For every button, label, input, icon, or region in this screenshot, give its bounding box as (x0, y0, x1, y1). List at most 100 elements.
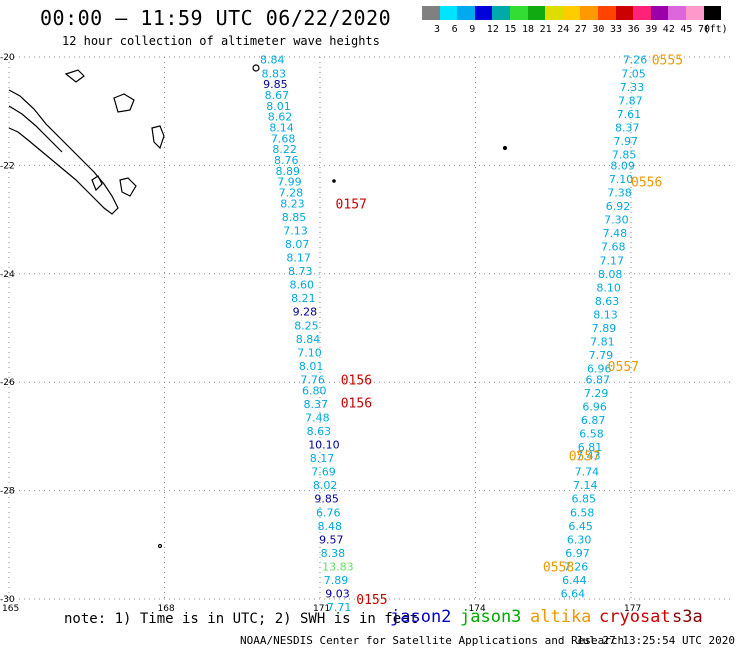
lon-tick-label: 171 (313, 604, 330, 614)
color-legend-label: 30 (592, 24, 605, 35)
satellite-legend-altika: altika (530, 607, 592, 627)
wave-height-west: 7.28 (279, 187, 304, 200)
wave-height-east: 7.68 (601, 241, 626, 254)
wave-height-east: 8.08 (598, 268, 623, 281)
color-legend-swatch (422, 6, 440, 20)
wave-height-east: 7.30 (604, 214, 629, 227)
pass-time-altika: 0557 (569, 449, 600, 464)
page-title: 00:00 — 11:59 UTC 06/22/2020 (40, 6, 392, 30)
lat-tick-label: -30 (0, 595, 15, 605)
color-legend-swatch (598, 6, 616, 20)
pass-time-altika: 0557 (608, 360, 639, 375)
wave-height-west: 8.23 (280, 197, 305, 210)
coastline-isle-5 (91, 175, 103, 192)
pass-time-labels: 0157 0156 0156 0155 0555 0556 0557 0557 0558 (336, 54, 683, 608)
color-legend-swatch (457, 6, 475, 20)
wave-height-east: 7.26 (564, 560, 589, 573)
color-legend-label: 33 (610, 24, 623, 35)
wave-height-east: 6.58 (579, 428, 604, 441)
wave-height-west: 7.71 (327, 601, 352, 614)
satellite-legend-s3a: s3a (672, 607, 703, 627)
color-legend-swatch (650, 6, 669, 20)
color-legend-label: 9 (469, 24, 476, 35)
wave-height-west: 7.13 (283, 224, 308, 237)
footnote: note: 1) Time is in UTC; 2) SWH is in fe… (64, 611, 419, 627)
wave-height-east: 7.79 (589, 349, 614, 362)
color-legend-label: 6 (451, 24, 458, 35)
wave-height-east: 6.96 (582, 401, 607, 414)
color-legend-label: 18 (522, 24, 535, 35)
color-legend-swatch (615, 6, 634, 20)
wave-height-east: 8.13 (593, 308, 618, 321)
coastline-reef (8, 105, 63, 153)
coastline-isle-2 (151, 125, 165, 150)
wave-height-west: 8.38 (321, 547, 346, 560)
wave-height-west: 10.10 (308, 439, 340, 452)
wave-height-west: 8.21 (291, 292, 316, 305)
coastline-dot-2 (502, 145, 508, 151)
pass-time-cryosat: 0157 (336, 197, 367, 212)
wave-height-east: 6.30 (567, 533, 592, 546)
wave-height-east: 7.81 (590, 336, 615, 349)
color-legend-swatch (703, 6, 722, 20)
wave-height-east: 6.97 (565, 547, 590, 560)
wave-height-west: 7.76 (300, 373, 325, 386)
color-legend-swatch (474, 6, 493, 20)
wave-height-east: 7.74 (575, 466, 600, 479)
color-legend-label: 12 (486, 24, 499, 35)
wave-height-west: 8.14 (269, 121, 294, 134)
wave-height-east: 6.44 (562, 574, 587, 587)
lon-tick-label: 174 (469, 604, 486, 614)
pass-time-altika: 0556 (631, 176, 662, 191)
color-legend-label: 39 (645, 24, 658, 35)
color-legend: 3 6 9 12 15 18 21 24 27 30 33 36 39 42 45 70 (ft) (422, 6, 728, 36)
wave-height-east: 7.61 (617, 108, 642, 121)
wave-height-east: 7.97 (613, 135, 638, 148)
wave-height-west: 7.89 (324, 574, 349, 587)
color-legend-label: 24 (557, 24, 570, 35)
wave-height-west: 7.68 (271, 132, 296, 145)
wave-height-east: 7.48 (603, 227, 628, 240)
wave-height-east: 6.87 (585, 373, 610, 386)
color-legend-swatch (510, 6, 528, 20)
wave-height-west: 8.25 (294, 319, 319, 332)
coastline-dot-1 (252, 64, 260, 72)
color-legend-swatch (686, 6, 704, 20)
wave-height-west: 9.85 (263, 78, 288, 91)
wave-height-west: 9.28 (293, 306, 318, 319)
wave-height-east: 6.87 (581, 414, 606, 427)
wave-height-west: 9.85 (314, 493, 339, 506)
wave-height-west: 8.01 (266, 100, 291, 113)
map-grid (8, 56, 734, 600)
lon-tick-label: 177 (624, 604, 641, 614)
color-legend-swatch (633, 6, 651, 20)
color-legend-label: 70 (698, 24, 711, 35)
wave-height-west: 8.22 (272, 143, 297, 156)
coastline (8, 64, 508, 549)
wave-height-east: 7.85 (612, 149, 637, 162)
color-legend-swatch (562, 6, 581, 20)
pass-time-altika: 0558 (543, 560, 574, 575)
lon-tick-label: 165 (2, 604, 19, 614)
wave-height-west: 8.02 (313, 479, 338, 492)
wave-height-east: 7.10 (609, 173, 634, 186)
wave-height-east: 7.38 (607, 187, 632, 200)
color-legend-label: 27 (574, 24, 587, 35)
satellite-legend-cryosat: cryosat (599, 607, 671, 627)
lat-tick-label: -20 (0, 53, 15, 63)
wave-height-east: 6.58 (570, 506, 595, 519)
wave-height-east: 6.96 (587, 363, 612, 376)
coastline-dot-3 (332, 179, 336, 183)
axis-labels: 165 168 171 174 177 -20 -22 -24 -26 -28 -30 (0, 53, 641, 614)
wave-height-east: 6.64 (561, 588, 586, 601)
wave-height-east: 7.05 (621, 67, 646, 80)
wave-height-east: 7.43 (576, 449, 601, 462)
wave-height-west: 9.03 (325, 588, 350, 601)
wave-height-west: 8.48 (318, 520, 343, 533)
coastline-new-caledonia (8, 89, 119, 215)
wave-height-west: 8.84 (260, 54, 285, 67)
color-legend-label: 3 (434, 24, 441, 35)
wave-height-west: 8.67 (265, 89, 290, 102)
color-legend-label: 42 (662, 24, 675, 35)
